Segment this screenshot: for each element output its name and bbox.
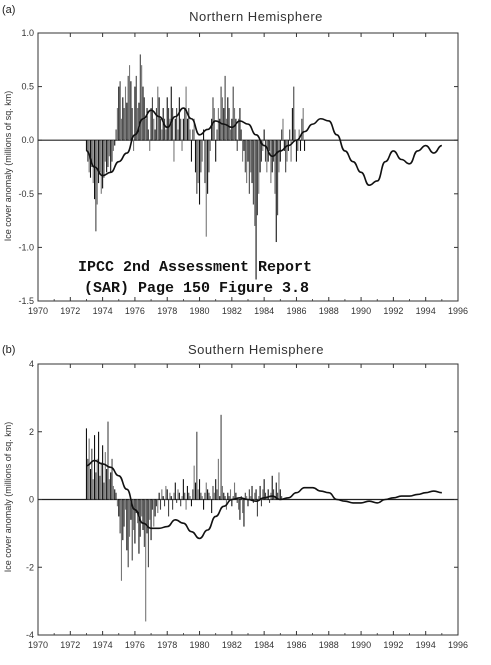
caption-line-1: IPCC 2nd Assessment Report: [78, 259, 312, 276]
x-tick-label: 1994: [416, 306, 436, 316]
x-tick-label: 1988: [319, 640, 339, 650]
y-tick-label: 0: [29, 495, 34, 505]
bar-series-southern: [85, 414, 283, 622]
x-tick-label: 1986: [286, 640, 306, 650]
x-tick-label: 1982: [222, 306, 242, 316]
chart-title-southern: Southern Hemisphere: [188, 342, 324, 357]
x-tick-label: 1988: [319, 306, 339, 316]
x-tick-label: 1990: [351, 306, 371, 316]
smooth-curve-southern: [86, 459, 442, 540]
x-tick-label: 1996: [448, 640, 468, 650]
y-tick-label: 0.5: [21, 82, 34, 92]
x-tick-label: 1974: [93, 640, 113, 650]
x-tick-label: 1972: [60, 640, 80, 650]
y-tick-label: -0.5: [18, 189, 34, 199]
y-tick-label: -1.0: [18, 242, 34, 252]
caption-line-2: (SAR) Page 150 Figure 3.8: [84, 280, 309, 297]
x-tick-label: 1978: [157, 306, 177, 316]
smooth-curve-line: [86, 107, 443, 187]
x-tick-label: 1984: [254, 306, 274, 316]
smooth-curve-northern: [86, 107, 443, 187]
x-tick-label: 1974: [93, 306, 113, 316]
y-tick-label: -2: [26, 562, 34, 572]
x-tick-label: 1978: [157, 640, 177, 650]
x-axis-b: 1970 1972 1974 1976 1978 1980 1982 1984 1986 1988…: [28, 364, 468, 650]
y-axis-label-b: Ice cover anomaly (millions of sq. km): [3, 422, 13, 573]
x-tick-label: 1986: [286, 306, 306, 316]
x-tick-label: 1992: [383, 640, 403, 650]
x-tick-label: 1976: [125, 306, 145, 316]
x-tick-label: 1976: [125, 640, 145, 650]
panel-label-a: (a): [2, 4, 15, 16]
y-tick-label: -1.5: [18, 296, 34, 306]
y-axis-b: 4 2 0 -2 -4: [26, 359, 458, 640]
y-tick-label: 2: [29, 427, 34, 437]
y-axis-a: 1.0 0.5 0.0 -0.5 -1.0 -1.5: [18, 28, 458, 306]
panel-northern-hemisphere: (a) Northern Hemisphere 1.0 0.5 0.0 -0.5 -1.…: [2, 4, 468, 316]
y-axis-label-a: Ice cover anomaly (millions of sq. km): [3, 91, 13, 242]
smooth-curve-line: [86, 459, 442, 540]
y-tick-label: 1.0: [21, 28, 34, 38]
x-axis-a: 1970 1972 1974 1976 1978 1980 1982 1984 1986 1988…: [28, 33, 468, 316]
x-tick-label: 1992: [383, 306, 403, 316]
x-tick-label: 1982: [222, 640, 242, 650]
panel-label-b: (b): [2, 344, 15, 356]
x-tick-label: 1972: [60, 306, 80, 316]
x-tick-label: 1970: [28, 640, 48, 650]
panel-southern-hemisphere: (b) Southern Hemisphere 4 2 0 -2 -4 1970 1972…: [2, 342, 468, 650]
chart-title-northern: Northern Hemisphere: [189, 9, 323, 24]
x-tick-label: 1990: [351, 640, 371, 650]
bar-series-northern: [85, 54, 306, 280]
x-tick-label: 1996: [448, 306, 468, 316]
y-tick-label: 4: [29, 359, 34, 369]
x-tick-label: 1970: [28, 306, 48, 316]
y-tick-label: 0.0: [21, 135, 34, 145]
x-tick-label: 1984: [254, 640, 274, 650]
x-tick-label: 1980: [190, 640, 210, 650]
x-tick-label: 1994: [416, 640, 436, 650]
y-tick-label: -4: [26, 630, 34, 640]
x-tick-label: 1980: [190, 306, 210, 316]
